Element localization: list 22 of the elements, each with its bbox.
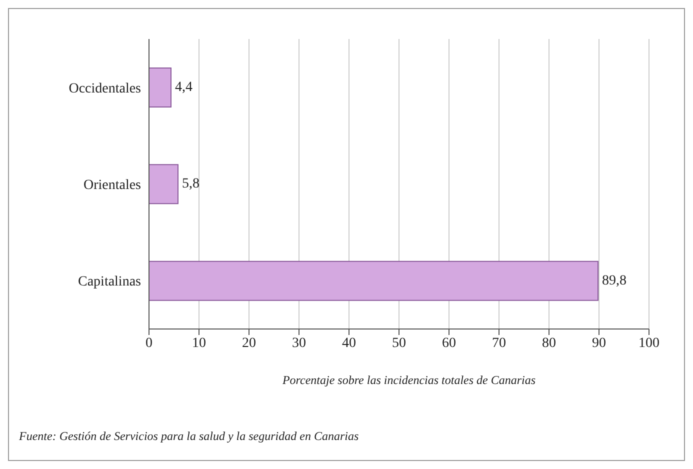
x-tick-label: 50 [392, 336, 406, 351]
data-label: 89,8 [602, 273, 626, 288]
x-tick-label: 30 [292, 336, 306, 351]
y-tick-label: Orientales [83, 178, 141, 193]
x-tick-label: 10 [192, 336, 206, 351]
bar [149, 164, 178, 204]
x-tick-label: 100 [638, 336, 660, 351]
y-tick-label: Occidentales [68, 81, 141, 96]
x-tick-label: 90 [592, 336, 606, 351]
x-tick-label: 40 [342, 336, 356, 351]
bar [149, 260, 598, 301]
data-label: 4,4 [175, 80, 192, 95]
x-tick-label: 70 [492, 336, 506, 351]
y-tick-label: Capitalinas [78, 274, 141, 290]
data-label: 5,8 [182, 176, 200, 192]
x-tick-label: 80 [542, 336, 556, 351]
source-note: Fuente: Gestión de Servicios para la salud y la seguridad en Canarias [19, 429, 359, 444]
x-axis-title: Porcentaje sobre las incidencias totales de Canarias [281, 373, 537, 388]
x-tick-label: 20 [242, 336, 256, 351]
x-tick-label: 0 [146, 336, 152, 351]
x-tick-label: 60 [442, 336, 456, 351]
bar [149, 68, 172, 108]
